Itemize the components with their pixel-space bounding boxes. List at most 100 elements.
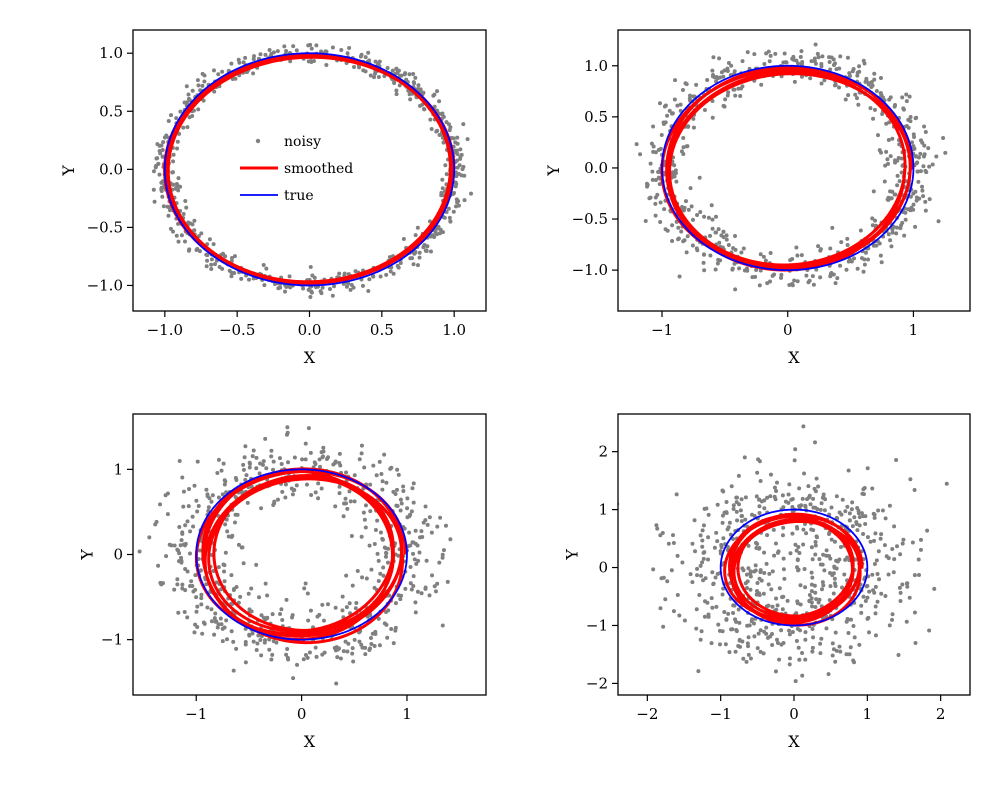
noisy-point [303, 457, 308, 462]
noisy-point [761, 591, 766, 596]
noisy-point [264, 616, 269, 621]
noisy-point [229, 573, 234, 578]
noisy-point [308, 264, 313, 269]
noisy-point [853, 557, 858, 562]
noisy-point [830, 573, 835, 578]
noisy-point [414, 561, 419, 566]
noisy-point [151, 187, 156, 192]
noisy-point [854, 520, 859, 525]
noisy-point [385, 560, 390, 565]
y-tick-label: 1 [113, 460, 123, 478]
noisy-point [883, 163, 888, 168]
noisy-point [258, 461, 263, 466]
noisy-point [678, 102, 683, 107]
noisy-point [754, 494, 759, 499]
noisy-point [375, 551, 380, 556]
noisy-point [774, 596, 779, 601]
noisy-point [205, 258, 210, 263]
noisy-point [745, 586, 749, 591]
noisy-point [874, 558, 879, 563]
noisy-point [787, 628, 792, 633]
noisy-point [850, 500, 855, 505]
noisy-point [827, 598, 832, 603]
plot-area [137, 425, 453, 686]
noisy-point [230, 533, 235, 538]
noisy-point [796, 568, 801, 573]
noisy-point [376, 578, 381, 583]
noisy-point [177, 524, 182, 529]
noisy-point [215, 471, 220, 476]
noisy-point [709, 641, 714, 646]
noisy-point [801, 424, 806, 429]
noisy-point [711, 582, 716, 587]
noisy-point [325, 602, 330, 607]
noisy-point [905, 584, 910, 589]
noisy-point [838, 649, 843, 654]
noisy-point [213, 619, 218, 624]
noisy-point [862, 257, 867, 262]
noisy-point [204, 264, 209, 269]
noisy-point [807, 593, 812, 598]
noisy-point [345, 649, 350, 654]
noisy-point [899, 223, 904, 228]
noisy-point [407, 530, 412, 535]
noisy-point [873, 218, 878, 223]
noisy-point [283, 495, 288, 500]
noisy-point [890, 136, 895, 141]
noisy-point [753, 568, 758, 573]
noisy-point [183, 198, 188, 203]
noisy-point [709, 203, 714, 208]
noisy-point [222, 579, 227, 584]
noisy-point [453, 140, 458, 145]
noisy-point [779, 272, 784, 277]
noisy-point [670, 238, 675, 243]
noisy-point [225, 529, 230, 534]
noisy-point [765, 635, 770, 640]
noisy-point [835, 276, 840, 281]
noisy-point [179, 233, 184, 238]
noisy-point [441, 548, 446, 553]
y-axis-label: Y [59, 165, 78, 177]
noisy-point [793, 542, 798, 547]
noisy-point [753, 274, 758, 279]
noisy-point [847, 652, 852, 657]
axes-frame [617, 413, 971, 696]
noisy-point [155, 142, 160, 147]
noisy-point [920, 184, 925, 189]
noisy-point [319, 450, 324, 455]
noisy-point [658, 220, 663, 225]
noisy-point [421, 244, 426, 249]
noisy-point [754, 592, 759, 597]
noisy-point [875, 599, 880, 604]
noisy-point [916, 557, 921, 562]
noisy-point [879, 260, 884, 265]
noisy-point [408, 97, 413, 102]
noisy-point [199, 596, 204, 601]
noisy-point [782, 576, 787, 581]
noisy-point [752, 52, 757, 57]
noisy-point [309, 59, 314, 64]
noisy-point [887, 503, 892, 508]
noisy-point [886, 161, 891, 166]
noisy-point [441, 140, 446, 145]
noisy-point [799, 74, 804, 79]
noisy-point [313, 645, 318, 650]
noisy-point [926, 146, 931, 151]
noisy-point [361, 68, 366, 73]
noisy-point [459, 173, 464, 178]
noisy-point [212, 89, 217, 94]
noisy-point [890, 230, 895, 235]
noisy-point [934, 154, 939, 159]
noisy-point [685, 234, 690, 239]
noisy-point [828, 246, 833, 251]
noisy-point [165, 512, 170, 517]
noisy-point [755, 470, 760, 475]
noisy-point [719, 543, 724, 547]
noisy-point [898, 552, 903, 557]
noisy-point [798, 55, 803, 60]
noisy-point [726, 525, 731, 530]
noisy-point [828, 67, 833, 72]
noisy-point [723, 97, 728, 102]
noisy-point [873, 531, 878, 536]
noisy-point [779, 642, 784, 647]
